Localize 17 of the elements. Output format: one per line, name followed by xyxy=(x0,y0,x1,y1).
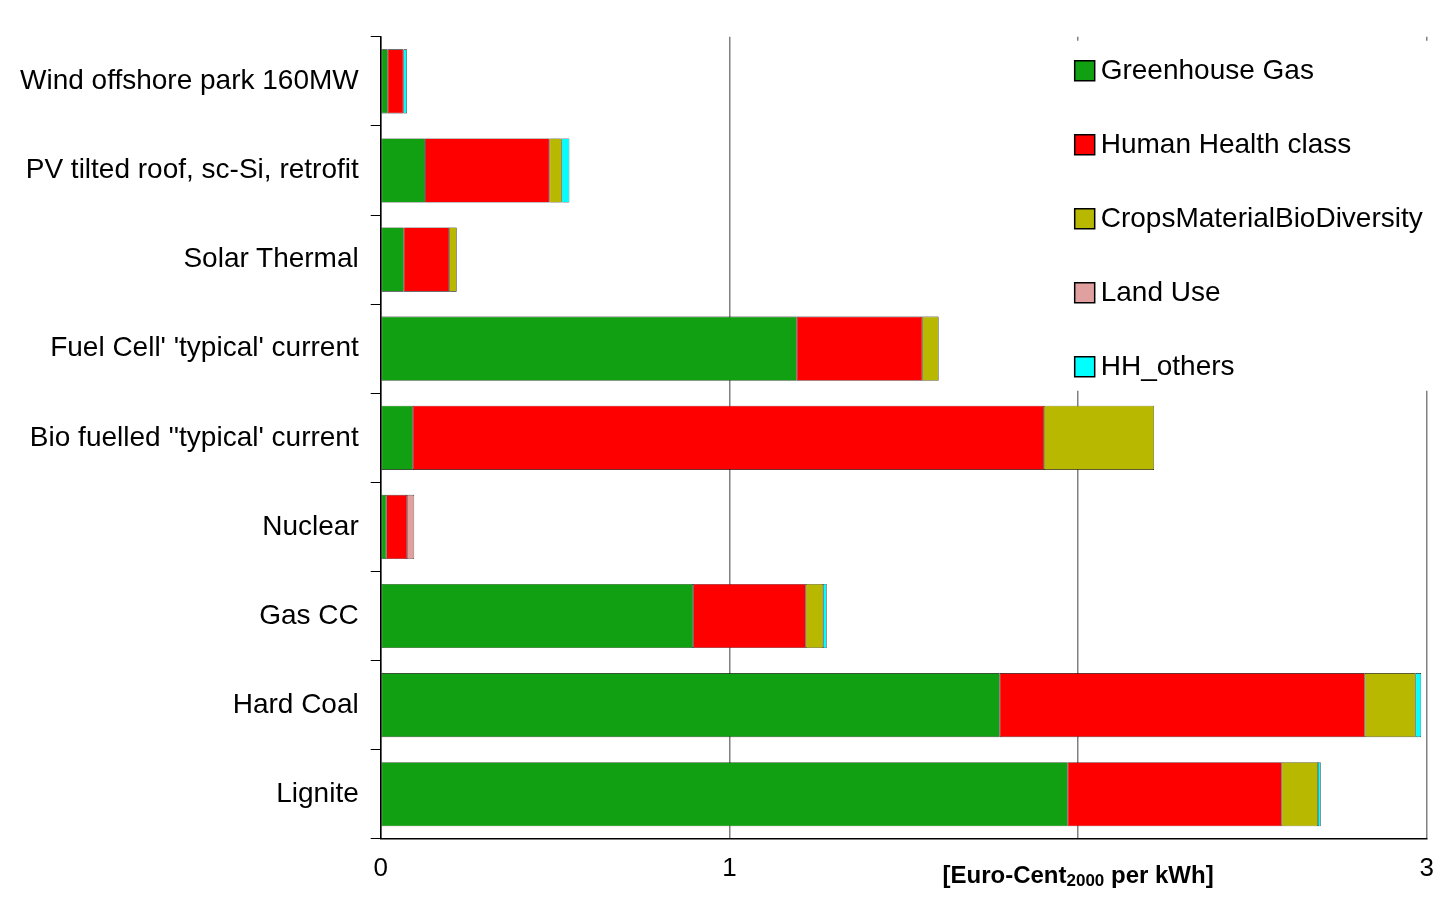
y-tick-label: Hard Coal xyxy=(232,687,359,719)
y-tick-label: Gas CC xyxy=(259,598,359,630)
legend-label: HH_others xyxy=(1100,349,1235,381)
y-tick-label: Nuclear xyxy=(262,509,359,541)
legend-label: Land Use xyxy=(1100,275,1221,307)
y-tick-label: Solar Thermal xyxy=(183,242,359,274)
legend-label: Greenhouse Gas xyxy=(1100,53,1314,85)
legend-label: Human Health class xyxy=(1100,127,1352,159)
y-tick-label: Wind offshore park 160MW xyxy=(20,64,360,96)
x-tick-label: 3 xyxy=(1419,851,1434,882)
x-tick-label: 1 xyxy=(722,851,737,882)
y-tick-label: Fuel Cell' 'typical' current xyxy=(50,331,359,363)
x-tick-label: 0 xyxy=(373,851,388,882)
y-tick-label: Lignite xyxy=(276,776,359,808)
y-tick-label: Bio fuelled ''typical' current xyxy=(29,420,359,452)
y-tick-label: PV tilted roof, sc-Si, retrofit xyxy=(25,153,359,185)
legend-label: CropsMaterialBioDiversity xyxy=(1100,201,1423,233)
